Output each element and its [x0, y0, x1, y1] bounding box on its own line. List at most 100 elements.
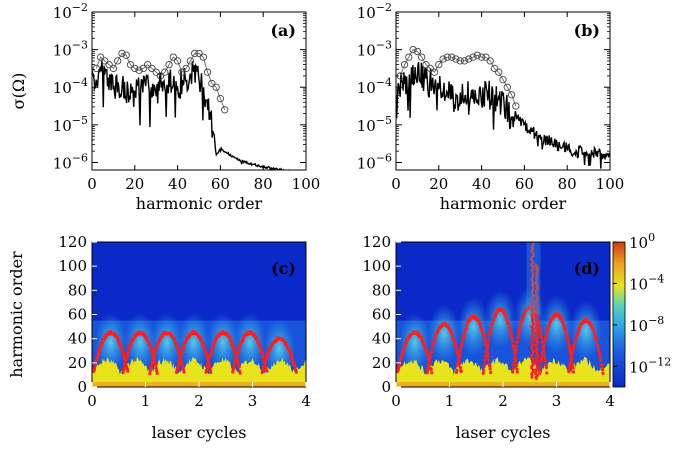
trajectory-dot: [567, 367, 571, 372]
trajectory-dot: [568, 347, 572, 351]
trajectory-dot: [209, 370, 213, 374]
trajectory-dot: [488, 364, 492, 368]
trajectory-dot: [600, 368, 605, 372]
trajectory-dot: [97, 349, 101, 353]
trajectory-dot: [460, 340, 464, 344]
trajectory-dot: [538, 364, 542, 369]
trajectory-dot: [452, 339, 457, 343]
circle-marker: [413, 47, 422, 56]
trajectory-dot: [568, 364, 572, 368]
trajectory-dot: [293, 364, 297, 368]
y-tick-label: 120: [58, 233, 87, 251]
trajectory-dot: [482, 368, 486, 372]
circle-marker: [92, 64, 100, 73]
x-tick-label: 2: [194, 392, 204, 410]
trajectory-dot: [265, 369, 269, 373]
colorbar-tick-label: 10−4: [629, 272, 664, 293]
trajectory-dot: [490, 322, 494, 326]
y-tick-label: 10−4: [53, 76, 88, 97]
trajectory-dot: [532, 242, 535, 245]
y-tick-label: 20: [68, 354, 87, 372]
circle-marker: [195, 49, 203, 58]
circle-marker: [486, 57, 494, 65]
trajectory-dot: [559, 317, 564, 321]
circle-marker: [139, 64, 148, 73]
trajectory-dot: [483, 339, 487, 343]
trajectory-dot: [464, 326, 468, 331]
trajectory-dot: [236, 351, 240, 355]
circle-marker: [118, 49, 126, 58]
spectrum-line: [396, 61, 610, 169]
trajectory-dot: [537, 371, 541, 376]
trajectory-dot: [485, 346, 489, 350]
trajectory-dot: [514, 364, 519, 368]
circle-marker: [135, 66, 143, 74]
circle-marker: [105, 61, 113, 69]
trajectory-dot: [482, 335, 486, 339]
trajectory-dot: [487, 336, 491, 340]
trajectory-dot: [203, 347, 207, 351]
trajectory-dot: [208, 368, 212, 372]
trajectory-dot: [571, 366, 575, 370]
circle-marker: [447, 53, 456, 61]
trajectory-dot: [515, 370, 519, 374]
circle-marker: [126, 61, 135, 69]
trajectory-dot: [461, 336, 465, 340]
plot-area: [92, 49, 305, 170]
circle-marker: [452, 55, 460, 63]
circle-marker: [161, 68, 169, 76]
circle-marker: [208, 79, 216, 88]
trajectory-dot: [231, 370, 235, 374]
trajectory-dot: [92, 367, 97, 371]
trajectory-dot: [262, 364, 266, 368]
trajectory-dot: [431, 344, 435, 348]
intensity-glow: [569, 300, 602, 361]
trajectory-dot: [483, 361, 487, 365]
trajectory-dot: [599, 358, 603, 363]
trajectory-dot: [596, 345, 600, 349]
trajectory-dot: [601, 371, 605, 375]
trajectory-dot: [510, 339, 515, 343]
circle-marker: [490, 64, 499, 73]
trajectory-dot: [540, 356, 544, 360]
trajectory-dot: [458, 352, 462, 356]
y-tick-label: 10−6: [357, 151, 392, 172]
x-tick-label: 1: [141, 392, 151, 410]
trajectory-dot: [538, 328, 542, 332]
trajectory-dot: [541, 347, 545, 352]
trajectory-dot: [538, 331, 543, 335]
trajectory-dot: [523, 311, 527, 315]
trajectory-dot: [124, 357, 129, 361]
intensity-glow: [457, 296, 490, 357]
trajectory-dot: [260, 351, 264, 355]
trajectory-dot: [399, 356, 403, 361]
x-tick-label: 80: [558, 175, 577, 193]
trajectory-dot: [482, 364, 486, 369]
circle-marker: [473, 51, 481, 59]
low-order-band: [92, 357, 306, 387]
trajectory-dot: [93, 363, 98, 367]
trajectory-dot: [531, 265, 535, 269]
circle-marker: [430, 68, 439, 76]
circle-marker: [165, 61, 173, 69]
trajectory-dot: [530, 341, 533, 345]
y-tick-label: 80: [372, 281, 391, 299]
x-tick-label: 60: [515, 175, 534, 193]
trajectory-dot: [511, 370, 515, 374]
trajectory-dot: [424, 349, 429, 353]
trajectory-dot: [544, 334, 548, 338]
trajectory-dot: [514, 348, 518, 352]
intensity-spike: [526, 242, 541, 315]
trajectory-dot: [488, 329, 493, 333]
trajectory-dot: [174, 370, 179, 374]
circle-marker: [469, 53, 477, 61]
panel-a: 0 20 40 60 80 100 10−2 10−3 10−4 10−5 10−6 harmonic…: [9, 1, 320, 213]
trajectory-dot: [234, 355, 239, 359]
circle-marker: [221, 106, 229, 114]
trajectory-dot: [204, 368, 209, 372]
trajectory-dot: [132, 337, 136, 341]
trajectory-dot: [563, 327, 567, 331]
trajectory-dot: [450, 332, 454, 336]
trajectory-dot: [569, 357, 573, 362]
intensity-glow: [428, 303, 461, 364]
